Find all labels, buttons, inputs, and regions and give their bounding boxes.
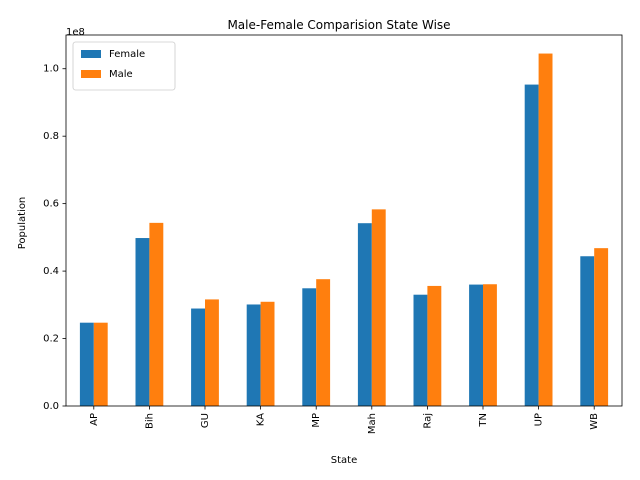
- plot-frame: [65, 34, 623, 407]
- bar-male-wb: [594, 248, 609, 406]
- bar-female-raj: [413, 294, 428, 406]
- bar-male-ka: [260, 301, 275, 406]
- x-tick-label-ka: KA: [256, 413, 267, 426]
- y-tick-label: 0.8: [43, 131, 59, 142]
- x-tick-label-gu: GU: [200, 413, 211, 428]
- y-axis-offset-text: 1e8: [66, 27, 85, 38]
- y-tick-label: 0.6: [43, 199, 59, 210]
- y-axis-label: Population: [17, 197, 28, 250]
- bar-female-ap: [79, 322, 94, 406]
- bar-male-tn: [483, 284, 497, 406]
- bar-female-bih: [135, 238, 150, 406]
- bar-female-ka: [246, 304, 261, 406]
- x-tick-label-raj: Raj: [422, 413, 433, 429]
- bar-female-tn: [469, 284, 483, 406]
- plot-area: AP Bih GU KA MP Mah Raj TN UP WB 0.0 0.2 0.4 0.6 0.8 1.…: [43, 34, 623, 434]
- chart-title: Male-Female Comparision State Wise: [227, 18, 450, 32]
- legend-swatch-female: [81, 50, 101, 58]
- bar-female-up: [524, 84, 539, 406]
- legend-swatch-male: [81, 70, 101, 78]
- bar-male-mp: [316, 279, 331, 406]
- x-tick-label-up: UP: [534, 413, 545, 426]
- bar-male-raj: [427, 285, 442, 406]
- bar-male-mah: [371, 209, 386, 406]
- legend: Female Male: [72, 41, 176, 91]
- bar-female-gu: [191, 308, 205, 406]
- x-tick-label-wb: WB: [589, 413, 600, 430]
- x-axis-label: State: [331, 455, 357, 466]
- bar-female-mp: [302, 288, 317, 406]
- bar-female-wb: [580, 256, 595, 406]
- y-tick-label: 0.4: [43, 266, 59, 277]
- y-tick-label: 0.0: [43, 401, 59, 412]
- legend-label-male: Male: [109, 69, 133, 80]
- legend-label-female: Female: [109, 49, 145, 60]
- y-tick-label: 1.0: [43, 64, 59, 75]
- y-tick-label: 0.2: [43, 334, 59, 345]
- bar-female-mah: [357, 223, 372, 406]
- x-tick-label-mp: MP: [311, 413, 322, 428]
- bar-male-bih: [149, 222, 164, 406]
- bar-male-gu: [205, 299, 219, 406]
- x-tick-label-bih: Bih: [144, 413, 155, 429]
- x-tick-label-ap: AP: [89, 413, 100, 426]
- bar-male-ap: [93, 322, 108, 406]
- x-tick-label-mah: Mah: [367, 413, 378, 434]
- x-tick-label-tn: TN: [478, 413, 489, 428]
- bar-male-up: [538, 53, 553, 407]
